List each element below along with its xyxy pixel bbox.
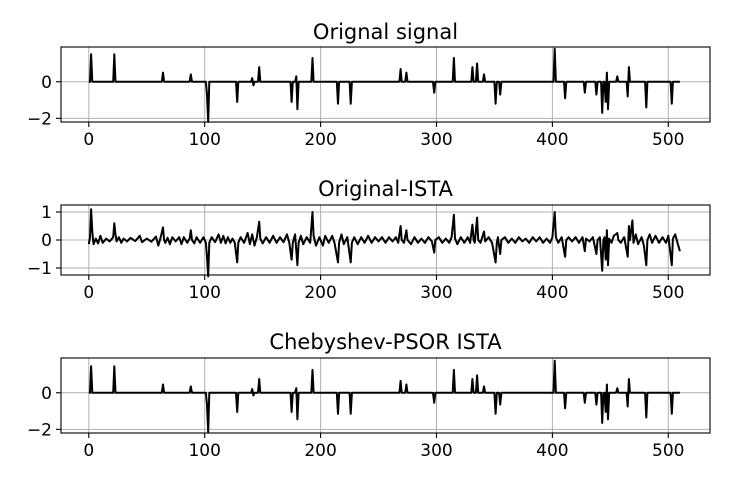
- y-tick-label: 1: [41, 203, 52, 223]
- x-tick-label: 400: [536, 283, 568, 303]
- ticks: 0 100 200 300 400 500 −2 0: [27, 73, 685, 150]
- plot-area: [87, 208, 681, 278]
- ticks: 0 100 200 300 400 500 −1 0 1: [27, 203, 685, 303]
- x-tick-label: 0: [83, 441, 94, 461]
- signal-line: [87, 208, 681, 278]
- subplot-title: Orignal signal: [313, 20, 458, 44]
- y-tick-label: 0: [41, 384, 52, 404]
- x-tick-label: 100: [188, 130, 220, 150]
- subplot-title: Chebyshev-PSOR ISTA: [269, 330, 502, 354]
- x-tick-label: 0: [83, 283, 94, 303]
- grid: [61, 358, 710, 433]
- axes-frame: [60, 46, 711, 123]
- ticks: 0 100 200 300 400 500 −2 0: [27, 384, 685, 461]
- y-tick-label: 0: [41, 73, 52, 93]
- x-tick-label: 200: [304, 283, 336, 303]
- y-tick-label: −1: [27, 259, 52, 279]
- plot-area: [88, 359, 680, 434]
- x-tick-label: 100: [188, 283, 220, 303]
- x-tick-label: 100: [188, 441, 220, 461]
- x-tick-label: 300: [420, 441, 452, 461]
- y-tick-label: 0: [41, 231, 52, 251]
- subplot-title: Original-ISTA: [318, 177, 453, 201]
- x-tick-label: 500: [652, 441, 684, 461]
- subplot-original-signal: Orignal signal 0 100 200 300 400 500 −2 0: [27, 20, 711, 150]
- y-tick-label: −2: [27, 420, 52, 440]
- axes-frame: [60, 357, 711, 434]
- x-tick-label: 500: [652, 130, 684, 150]
- x-tick-label: 300: [420, 130, 452, 150]
- x-tick-label: 400: [536, 441, 568, 461]
- x-tick-label: 400: [536, 130, 568, 150]
- subplot-original-ista: Original-ISTA 0 100 200 300 400 500 −1 0 1: [27, 177, 711, 303]
- x-tick-label: 200: [304, 130, 336, 150]
- signal-line: [88, 47, 680, 123]
- x-tick-label: 500: [652, 283, 684, 303]
- grid: [61, 47, 710, 122]
- signal-line: [88, 359, 680, 434]
- x-tick-label: 300: [420, 283, 452, 303]
- x-tick-label: 0: [83, 130, 94, 150]
- plot-area: [88, 47, 680, 123]
- x-tick-label: 200: [304, 441, 336, 461]
- y-tick-label: −2: [27, 109, 52, 129]
- subplot-chebyshev-psor-ista: Chebyshev-PSOR ISTA 0 100 200 300 400 500 −2 0: [27, 330, 711, 461]
